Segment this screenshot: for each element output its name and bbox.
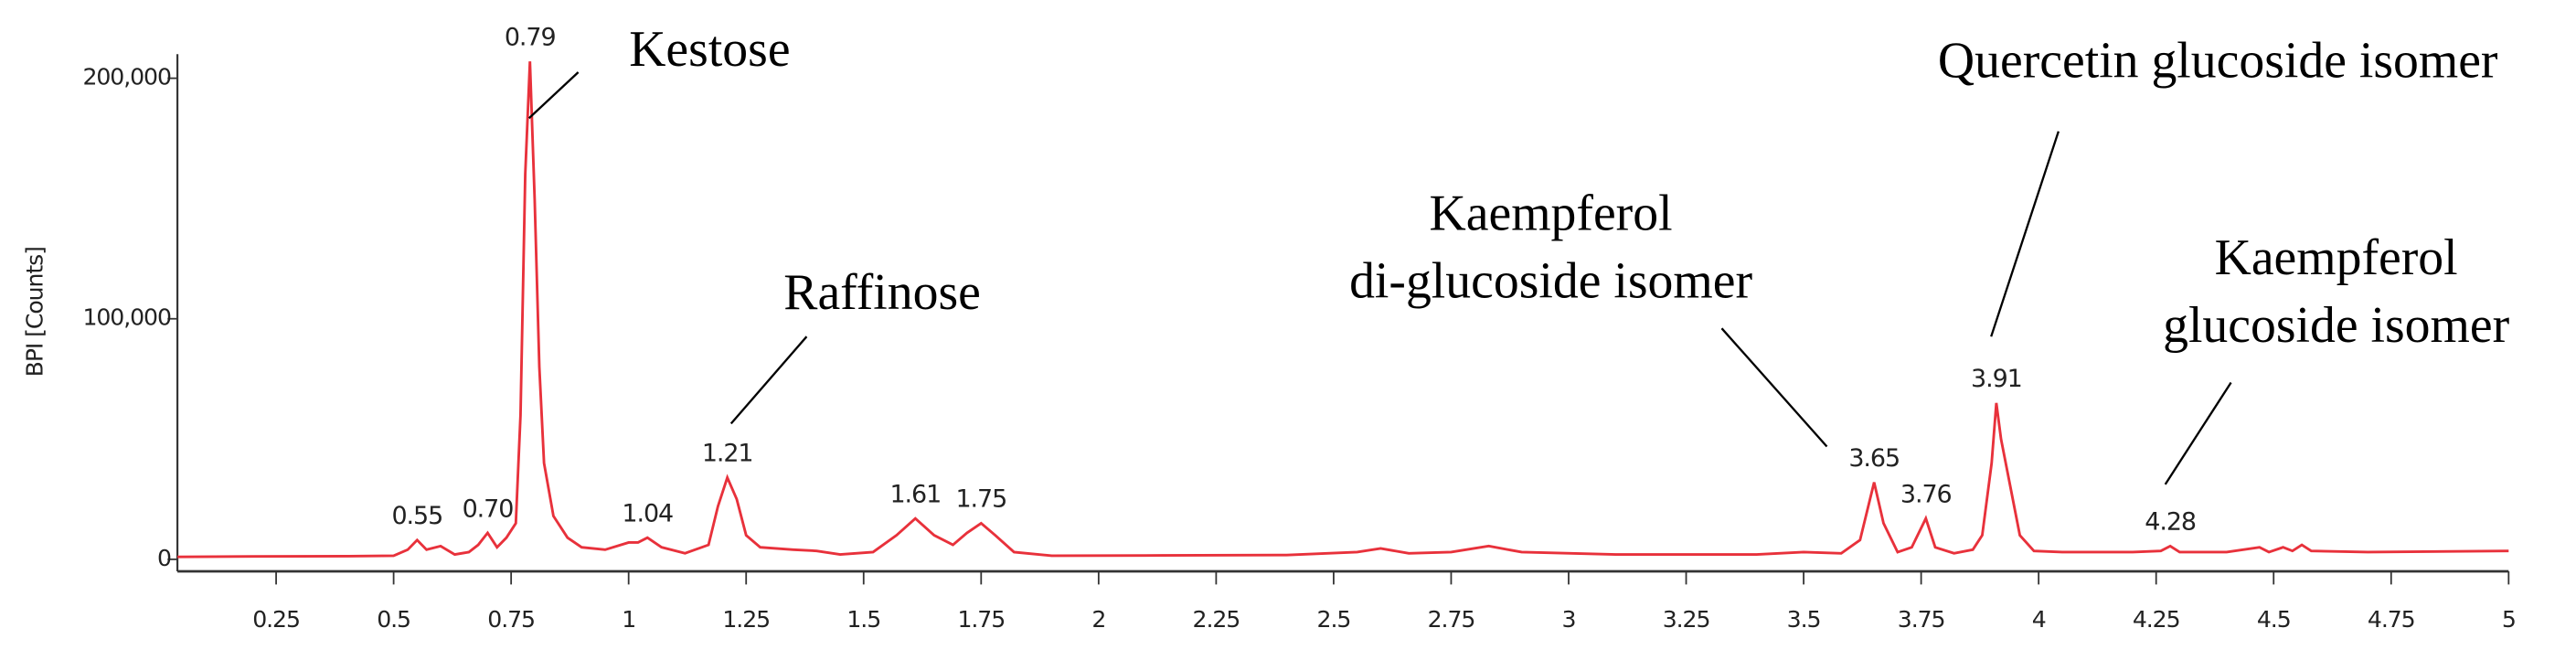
x-tick-label: 5 [2502,606,2516,633]
y-tick-label: 0 [157,545,171,571]
leader-line [1990,131,2060,337]
x-tick-label: 3 [1562,606,1576,633]
annotation: glucoside isomer [2163,297,2509,354]
x-tick-label: 1.5 [846,606,880,633]
x-tick-label: 3.75 [1898,606,1945,633]
x-tick-label: 1.75 [957,606,1005,633]
x-tick-label: 1 [622,606,635,633]
peak-label: 0.79 [505,24,556,52]
annotation: Quercetin glucoside isomer [1938,33,2498,90]
leader-line [2164,381,2232,485]
x-tick-label: 2.25 [1193,606,1240,633]
peak-label: 1.61 [889,480,941,508]
x-tick-label: 3.25 [1663,606,1710,633]
annotation: Kestose [629,21,790,78]
x-tick-label: 4.25 [2133,606,2180,633]
x-tick-label: 4.75 [2368,606,2415,633]
y-axis-label: BPI [Counts] [22,247,48,377]
annotation: Kaempferol [2215,229,2458,286]
x-tick-label: 0.5 [377,606,410,633]
y-tick-label: 100,000 [82,304,171,331]
annotation: Raffinose [783,264,981,321]
peak-label: 3.76 [1900,480,1952,508]
trace [177,61,2509,559]
annotation: Kaempferol [1430,186,1673,242]
x-tick-label: 4.5 [2257,606,2291,633]
leader-line [1720,327,1828,448]
peak-label: 1.21 [702,440,753,468]
annotation: di-glucoside isomer [1349,252,1752,309]
x-tick-label: 2 [1091,606,1105,633]
peak-label: 4.28 [2145,508,2196,537]
peak-label: 1.04 [622,500,673,528]
peak-label: 3.91 [1971,365,2022,393]
leader-line [729,335,808,425]
x-tick-label: 4 [2032,606,2046,633]
x-tick-label: 0.75 [487,606,535,633]
x-tick-label: 1.25 [722,606,770,633]
x-tick-label: 0.25 [252,606,300,633]
leader-line [527,71,580,120]
peak-label: 0.55 [391,502,442,530]
x-tick-label: 2.5 [1317,606,1351,633]
y-tick-label: 200,000 [82,64,171,90]
x-tick-label: 3.5 [1787,606,1821,633]
x-tick-label: 2.75 [1428,606,1475,633]
peak-label: 3.65 [1848,444,1900,473]
peak-label: 1.75 [955,485,1006,514]
peak-label: 0.70 [463,495,514,523]
